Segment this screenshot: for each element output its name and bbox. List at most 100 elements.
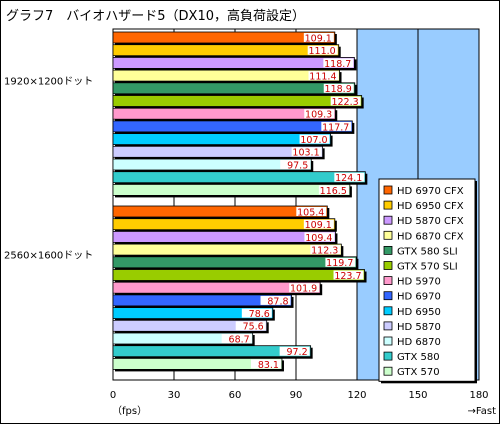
bar [112,332,254,345]
bar [112,57,355,69]
bar-value-label-bg [221,334,252,343]
bar-value-label: 101.9 [290,284,317,295]
bar [112,281,321,294]
bar [112,133,331,146]
legend-swatch [383,291,393,301]
x-tick-label: 90 [290,390,303,401]
bar-value-label: 75.6 [243,322,264,333]
legend-label: HD 6870 [397,337,441,348]
legend-label: HD 6950 [397,307,441,318]
bar-value-label-bg [323,58,354,68]
legend-swatch [383,230,393,240]
bar-value-label-bg [303,219,334,229]
legend-label: GTX 580 SLI [397,246,458,257]
legend-label: HD 6970 [397,292,441,303]
bar [112,243,342,256]
legend-swatch [383,276,393,286]
bar-value-label-bg [279,346,310,356]
bar-value-label: 109.1 [305,220,332,231]
group-labels: 1920×1200ドット 2560×1600ドット [4,77,93,262]
bar-value-label-bg [334,172,365,182]
bar-value-label: 97.5 [287,160,308,171]
legend-label: GTX 570 [397,367,440,378]
chart-title: グラフ7 バイオハザード5（DX10，高負荷設定） [6,8,305,24]
bar-value-label: 97.2 [286,347,307,358]
bar [112,145,324,158]
bar-value-label: 68.7 [229,334,250,345]
legend-label: GTX 570 SLI [397,262,458,273]
bar-value-label: 119.7 [326,258,353,269]
bar-value-label-bg [299,134,330,144]
bar-value-label: 103.1 [292,148,319,159]
bar [112,307,274,320]
group-label: 1920×1200ドット [4,77,93,88]
bar-value-label-bg [323,83,354,93]
bar-value-label-bg [308,71,339,81]
legend-label: HD 6950 CFX [397,201,464,212]
bar [112,230,336,243]
x-direction-label: →Fast [468,406,497,417]
bar-value-label: 124.1 [335,173,362,184]
x-tick-label: 180 [469,390,488,401]
bar-value-label-bg [235,321,266,331]
bar-value-label: 87.8 [267,296,288,307]
bar [112,183,351,196]
x-tick-label: 120 [347,390,366,401]
bar-value-label-bg [291,147,322,157]
bar-value-label-bg [333,270,364,280]
bar-value-label-bg [325,257,356,267]
x-tick-label: 30 [168,390,181,401]
bar [112,31,336,44]
bar-value-label: 118.9 [325,84,352,95]
legend-swatch [383,185,393,195]
legend-swatch [383,215,393,225]
bar-value-label-bg [296,207,327,216]
legend-swatch [383,336,393,346]
bar-value-label-bg [241,308,272,318]
group-label: 2560×1600ドット [4,251,93,262]
legend-label: HD 5870 [397,322,441,333]
bar-value-label: 107.0 [300,135,327,146]
bar [112,319,268,332]
bar-value-label: 122.3 [331,97,358,108]
bar [112,345,312,358]
bar [112,294,292,307]
bar-value-label: 109.1 [305,33,332,44]
bar-value-label-bg [304,109,335,119]
bar [112,44,340,57]
legend-swatch [383,306,393,316]
x-tick-label: 60 [229,390,242,401]
x-tick-label: 150 [408,390,427,401]
bar [112,82,356,95]
legend-swatch [383,200,393,210]
bar-value-label: 117.7 [322,122,349,133]
bar-value-label-bg [250,359,281,369]
bar-value-label-bg [280,160,311,169]
legend-box [378,178,476,382]
bar-value-label: 111.0 [308,46,335,57]
bar-value-label: 83.1 [258,360,279,371]
legend-swatch [383,351,393,361]
bar [112,218,336,231]
bar [112,205,328,218]
x-axis-ticks: 0 30 60 90 120 150 180 [110,390,489,401]
bar [112,107,336,120]
bar [112,120,353,133]
legend-swatch [383,366,393,376]
bar-value-label: 109.3 [305,110,332,121]
bar-value-label: 109.4 [305,233,332,244]
bar [112,69,340,82]
bar-value-label-bg [289,283,320,293]
legend: HD 6970 CFX HD 6950 CFX HD 5870 CFX HD 6870… [378,178,477,384]
legend-label: HD 6870 CFX [397,231,464,242]
bar-value-label-bg [310,245,341,255]
legend-label: HD 5970 [397,277,441,288]
bar [112,357,283,370]
legend-swatch [383,245,393,255]
bar-value-label-bg [260,295,291,305]
bar-value-label: 112.3 [311,246,338,257]
x-unit-label: （fps） [112,405,147,417]
bar [112,95,363,107]
